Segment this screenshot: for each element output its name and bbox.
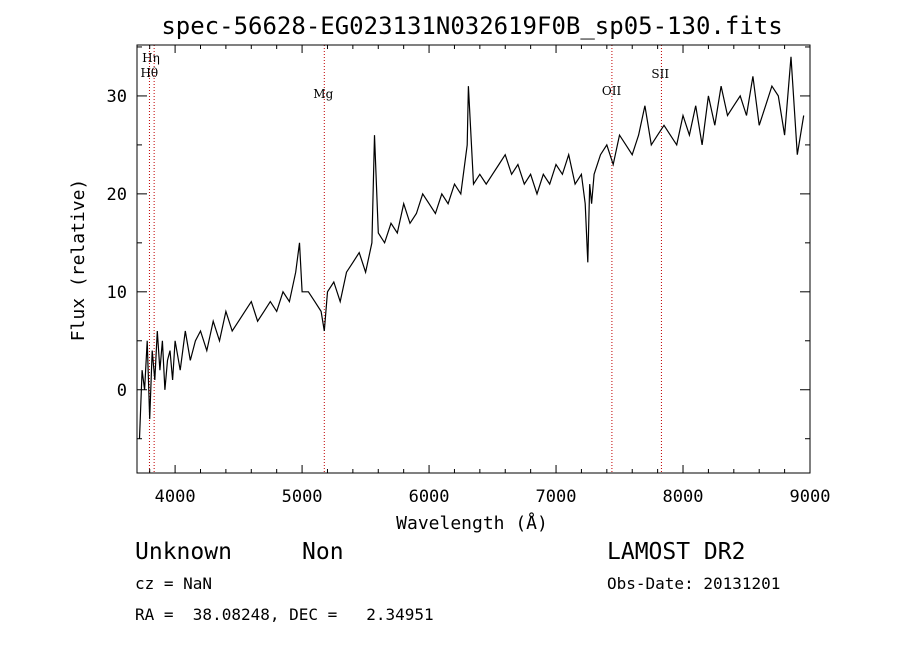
spectrum-line xyxy=(138,56,805,439)
spectrum-chart: spec-56628-EG023131N032619F0B_sp05-130.f… xyxy=(68,12,831,534)
x-tick-label: 9000 xyxy=(790,487,831,507)
x-axis-label: Wavelength (Å) xyxy=(396,512,548,534)
x-tick-label: 5000 xyxy=(282,487,323,507)
line-marker-label: SII xyxy=(651,67,669,81)
x-axis: 4000 5000 6000 7000 8000 9000 xyxy=(149,45,831,507)
line-marker-label: Mg xyxy=(313,87,333,101)
x-tick-label: 8000 xyxy=(663,487,704,507)
x-tick-label: 7000 xyxy=(536,487,577,507)
line-marker-label: Hη xyxy=(142,51,160,65)
chart-title: spec-56628-EG023131N032619F0B_sp05-130.f… xyxy=(161,12,782,40)
line-marker-label: Hθ xyxy=(140,66,158,80)
redshift-text: cz = NaN xyxy=(135,574,213,593)
observation-date: Obs-Date: 20131201 xyxy=(607,574,781,593)
plot-area xyxy=(138,56,805,439)
x-tick-label: 4000 xyxy=(155,487,196,507)
y-tick-label: 10 xyxy=(107,283,127,303)
y-axis: 0 10 20 30 xyxy=(107,46,810,440)
y-tick-label: 30 xyxy=(107,87,127,107)
x-tick-label: 6000 xyxy=(409,487,450,507)
coordinates-text: RA = 38.08248, DEC = 2.34951 xyxy=(135,605,434,624)
y-tick-label: 0 xyxy=(117,381,127,401)
y-tick-label: 20 xyxy=(107,185,127,205)
survey-name: LAMOST DR2 xyxy=(607,539,746,565)
spectral-class: Unknown xyxy=(135,539,232,565)
spectral-subclass: Non xyxy=(302,539,344,565)
plot-frame xyxy=(136,44,811,474)
y-axis-label: Flux (relative) xyxy=(68,179,89,342)
line-marker-label: OII xyxy=(602,84,622,98)
